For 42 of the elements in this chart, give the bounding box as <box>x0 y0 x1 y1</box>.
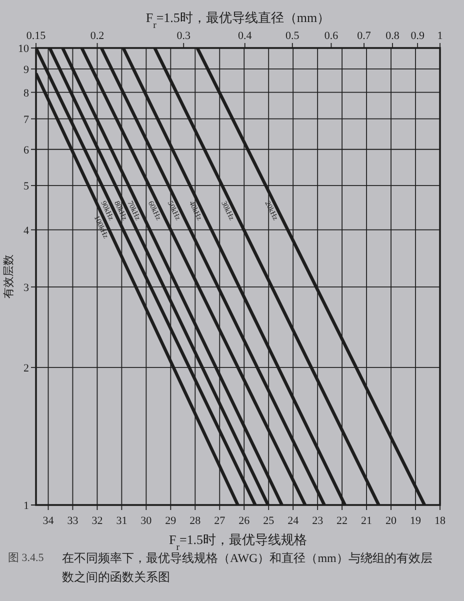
x-axis-title: F$_{r}$=1.5时，最优导线直径（mm） <box>146 10 330 30</box>
x2-axis-title: F$_{r}$=1.5时，最优导线规格 <box>168 532 308 552</box>
x-tick-label: 0.3 <box>176 30 191 42</box>
x2-tick-label: 28 <box>190 515 202 527</box>
y-tick-label: 3 <box>24 282 30 294</box>
x2-tick-label: 26 <box>238 515 250 527</box>
x2-tick-label: 24 <box>288 515 300 527</box>
x2-tick-label: 30 <box>140 515 152 527</box>
x2-tick-label: 21 <box>361 515 372 527</box>
x-tick-label: 0.6 <box>324 30 339 42</box>
y-tick-label: 1 <box>24 500 29 512</box>
x2-tick-label: 20 <box>386 515 398 527</box>
x2-tick-label: 34 <box>42 515 54 527</box>
x-tick-label: 0.9 <box>410 30 425 42</box>
y-tick-label: 2 <box>24 362 29 374</box>
y-tick-label: 6 <box>24 144 30 156</box>
x2-tick-label: 23 <box>312 515 324 527</box>
x2-tick-label: 18 <box>434 515 446 527</box>
x-tick-label: 0.8 <box>386 30 400 42</box>
x2-tick-label: 31 <box>116 515 128 527</box>
y-tick-label: 5 <box>24 180 30 193</box>
x-tick-label: 0.2 <box>90 30 104 42</box>
x2-tick-label: 22 <box>336 515 348 527</box>
x2-tick-label: 19 <box>410 515 422 527</box>
y-tick-label: 8 <box>24 87 30 100</box>
x-tick-label: 0.4 <box>238 30 252 42</box>
y-axis-title: 有效层数 <box>3 254 15 298</box>
x-tick-label: 1 <box>437 30 443 42</box>
x2-tick-label: 33 <box>67 515 79 527</box>
x2-tick-label: 25 <box>263 515 275 527</box>
caption: 图 3.4.5 <box>8 551 45 566</box>
y-tick-label: 7 <box>24 114 30 126</box>
x2-tick-label: 29 <box>165 515 177 527</box>
text: 在不同频率下，最优导线规格（AWG）和直径（mm）与绕组的有效层数之间的函数关系图 <box>62 550 434 586</box>
x-tick-label: 0.7 <box>357 30 372 42</box>
y-tick-label: 4 <box>24 224 30 237</box>
y-tick-label: 10 <box>18 43 30 55</box>
x-tick-label: 0.15 <box>26 30 46 42</box>
x2-tick-label: 27 <box>214 515 226 527</box>
x-tick-label: 0.5 <box>286 30 300 42</box>
x2-tick-label: 32 <box>92 515 103 527</box>
y-tick-label: 9 <box>24 64 30 76</box>
